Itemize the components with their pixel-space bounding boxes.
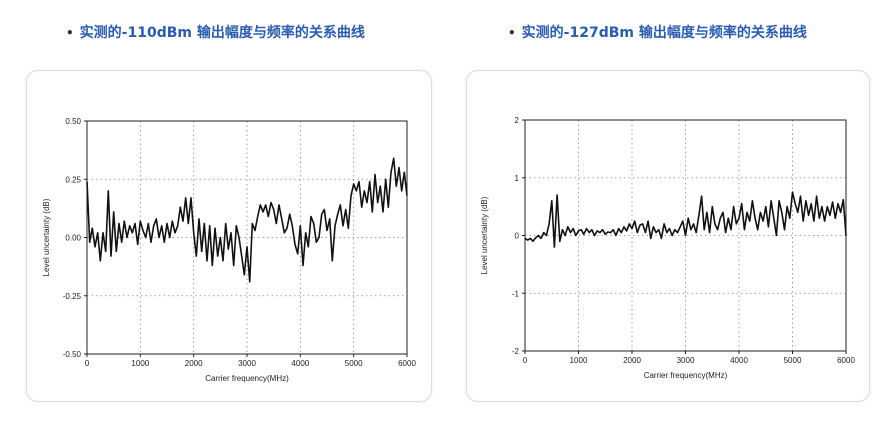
x-axis-label: Carrier frequency(MHz) xyxy=(205,374,289,383)
series-line xyxy=(524,191,847,248)
y-tick-label: 0.00 xyxy=(65,234,81,243)
x-tick-label: 0 xyxy=(523,356,528,365)
x-tick-label: 3000 xyxy=(677,356,695,365)
chart-card-right: -2 -1 0 1 2 0 1000 2000 3000 4000 5000 6000 Carrier … xyxy=(466,70,870,402)
x-axis-label: Carrier frequency(MHz) xyxy=(644,371,728,380)
y-tick-label: 1 xyxy=(515,174,520,183)
y-tick-label: -0.25 xyxy=(63,292,82,301)
chart-right: -2 -1 0 1 2 0 1000 2000 3000 4000 5000 6000 Carrier … xyxy=(480,116,855,380)
x-tick-label: 2000 xyxy=(623,356,641,365)
y-tick-label: 0.25 xyxy=(65,175,81,184)
y-axis-label: Level uncertainty (dB) xyxy=(480,196,489,274)
x-tick-label: 6000 xyxy=(837,356,855,365)
series-line xyxy=(86,157,408,283)
x-tick-label: 6000 xyxy=(398,359,416,368)
chart-heading-left: • 实测的-110dBm 输出幅度与频率的关系曲线 xyxy=(66,22,365,42)
x-tick-label: 1000 xyxy=(131,359,149,368)
y-axis-label: Level uncertainty (dB) xyxy=(42,198,51,276)
x-tick-label: 2000 xyxy=(185,359,203,368)
y-tick-label: -1 xyxy=(512,289,520,298)
y-tick-label: -2 xyxy=(512,347,520,356)
x-tick-label: 3000 xyxy=(238,359,256,368)
y-tick-label: 0 xyxy=(515,232,520,241)
chart-heading-text: 实测的-110dBm 输出幅度与频率的关系曲线 xyxy=(79,25,365,41)
bullet-icon: • xyxy=(508,26,516,40)
x-tick-label: 4000 xyxy=(730,356,748,365)
y-tick-label: -0.50 xyxy=(63,350,82,359)
x-tick-label: 1000 xyxy=(570,356,588,365)
chart-heading-text: 实测的-127dBm 输出幅度与频率的关系曲线 xyxy=(521,25,807,41)
chart-heading-right: • 实测的-127dBm 输出幅度与频率的关系曲线 xyxy=(508,22,807,42)
y-tick-label: 2 xyxy=(515,116,520,125)
x-tick-label: 4000 xyxy=(291,359,309,368)
chart-left: -0.50 -0.25 0.00 0.25 0.50 0 1000 2000 3000 4000 5… xyxy=(42,117,416,383)
x-tick-label: 5000 xyxy=(345,359,363,368)
bullet-icon: • xyxy=(66,26,74,40)
y-tick-label: 0.50 xyxy=(65,117,81,126)
chart-card-left: -0.50 -0.25 0.00 0.25 0.50 0 1000 2000 3000 4000 5… xyxy=(26,70,432,402)
x-tick-label: 5000 xyxy=(784,356,802,365)
x-tick-label: 0 xyxy=(85,359,90,368)
